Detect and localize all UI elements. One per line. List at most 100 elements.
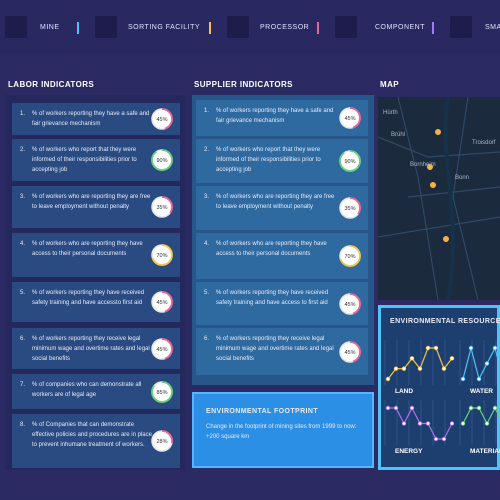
ring-label: 35% xyxy=(156,205,167,211)
mini-point xyxy=(401,421,407,426)
map-place: Brühl xyxy=(391,132,406,138)
ring-arc xyxy=(151,196,173,218)
indicator-text: % of workers who are reporting they are … xyxy=(216,194,335,210)
mini-point xyxy=(468,405,474,411)
mini-point xyxy=(417,366,423,371)
indicator-card: 7. % of companies who can demonstrate all… xyxy=(12,374,180,409)
ring-label: 85% xyxy=(156,390,167,396)
mini-label: ENERGY xyxy=(395,448,423,455)
nav-icon xyxy=(335,16,357,38)
mini-point xyxy=(425,345,431,351)
ring-label: 35% xyxy=(344,206,355,212)
ring: 45% xyxy=(339,340,361,363)
indicator-card: 2. % of workers who report that they were… xyxy=(196,139,368,183)
ring-arc xyxy=(151,380,173,403)
mini-point xyxy=(484,361,490,366)
nav-label: MINE xyxy=(40,24,60,31)
mini-point xyxy=(476,376,482,382)
mini-point xyxy=(393,366,399,371)
mini-point xyxy=(409,356,415,361)
mini-point xyxy=(433,436,439,442)
indicator-number: 2. xyxy=(204,147,210,153)
indicator-card: 1. % of workers reporting they have a saf… xyxy=(12,103,180,135)
ring-label: 28% xyxy=(156,439,167,445)
indicator-card: 6. % of workers reporting they receive le… xyxy=(196,328,368,375)
indicator-text: % of workers who report that they were i… xyxy=(32,147,137,173)
ring-label: 45% xyxy=(344,116,355,122)
mini-point xyxy=(449,421,455,426)
mini-chart: LAND xyxy=(384,340,455,395)
indicator-number: 7. xyxy=(20,382,26,388)
footprint-panel xyxy=(192,392,374,468)
mini-point xyxy=(417,421,423,426)
ring: 90% xyxy=(151,149,173,171)
ring: 85% xyxy=(151,380,173,403)
mini-point xyxy=(385,376,391,382)
ring-arc xyxy=(151,337,173,360)
mini-line xyxy=(462,406,500,425)
footprint-text: Change in the footprint of mining sites … xyxy=(206,424,357,440)
indicator-text: % of workers who are reporting they are … xyxy=(32,194,151,210)
indicator-number: 5. xyxy=(20,290,26,296)
mini-chart: ENERGY xyxy=(384,400,455,455)
top-bar xyxy=(0,0,500,55)
indicator-card: 5. % of workers reporting they have recei… xyxy=(196,282,368,325)
ring-label: 90% xyxy=(344,159,355,165)
ring: 70% xyxy=(151,244,173,266)
indicator-card: 4. % of workers who are reporting they ha… xyxy=(196,233,368,279)
ring-label: 45% xyxy=(344,302,355,308)
mini-point xyxy=(425,421,431,426)
map-place: Troisdorf xyxy=(472,140,496,146)
ring: 90% xyxy=(339,150,361,172)
indicator-card: 5. % of workers reporting they have recei… xyxy=(12,282,180,322)
indicator-text: % of workers reporting they receive lega… xyxy=(32,336,150,362)
ring-arc xyxy=(151,108,173,130)
mini-point xyxy=(476,405,482,411)
nav-icon xyxy=(5,16,27,38)
map-roads xyxy=(378,97,500,300)
mini-point xyxy=(468,345,474,351)
mini-point xyxy=(460,376,466,382)
indicator-text: % of companies who can demonstrate all w… xyxy=(32,382,142,398)
indicator-number: 1. xyxy=(20,111,26,117)
section-title: MAP xyxy=(380,80,399,89)
nav-label: SORTING FACILITY xyxy=(128,24,201,31)
nav-label: SMA xyxy=(485,24,500,31)
ring-arc xyxy=(151,149,173,171)
mini-point xyxy=(449,356,455,361)
indicator-text: % of workers reporting they have receive… xyxy=(216,290,329,306)
mini-label: WATER xyxy=(470,388,493,395)
ring-label: 70% xyxy=(344,254,355,260)
ring-arc xyxy=(339,292,361,315)
indicator-card: 1. % of workers reporting they have a saf… xyxy=(196,100,368,136)
ring-arc xyxy=(339,340,361,363)
mini-point xyxy=(484,421,490,426)
ring: 70% xyxy=(339,245,361,267)
indicator-number: 8. xyxy=(20,422,26,428)
indicator-card: 3. % of workers who are reporting they ar… xyxy=(12,186,180,228)
ring: 35% xyxy=(339,197,361,219)
map-place: Bornheim xyxy=(410,162,436,168)
indicator-card: 3. % of workers who are reporting they ar… xyxy=(196,186,368,230)
nav-icon xyxy=(227,16,249,38)
nav-icon xyxy=(95,16,117,38)
indicator-number: 4. xyxy=(204,241,210,247)
nav-separator xyxy=(317,22,319,34)
ring-label: 70% xyxy=(156,253,167,259)
mini-point xyxy=(433,345,439,351)
indicator-text: % of workers reporting they have a safe … xyxy=(32,111,150,127)
ring: 45% xyxy=(151,108,173,130)
resource-panel xyxy=(378,305,500,470)
ring: 45% xyxy=(339,107,361,129)
ring: 45% xyxy=(151,337,173,360)
ring: 45% xyxy=(339,292,361,315)
mini-point xyxy=(441,366,447,371)
nav-separator xyxy=(209,22,211,34)
ring-label: 45% xyxy=(156,347,167,353)
mini-point xyxy=(492,405,498,411)
section-title: SUPPLIER INDICATORS xyxy=(194,80,293,89)
resource-title: ENVIRONMENTAL RESOURCE U xyxy=(390,318,500,325)
indicator-number: 1. xyxy=(204,108,210,114)
mini-label: MATERIAL xyxy=(470,448,500,455)
